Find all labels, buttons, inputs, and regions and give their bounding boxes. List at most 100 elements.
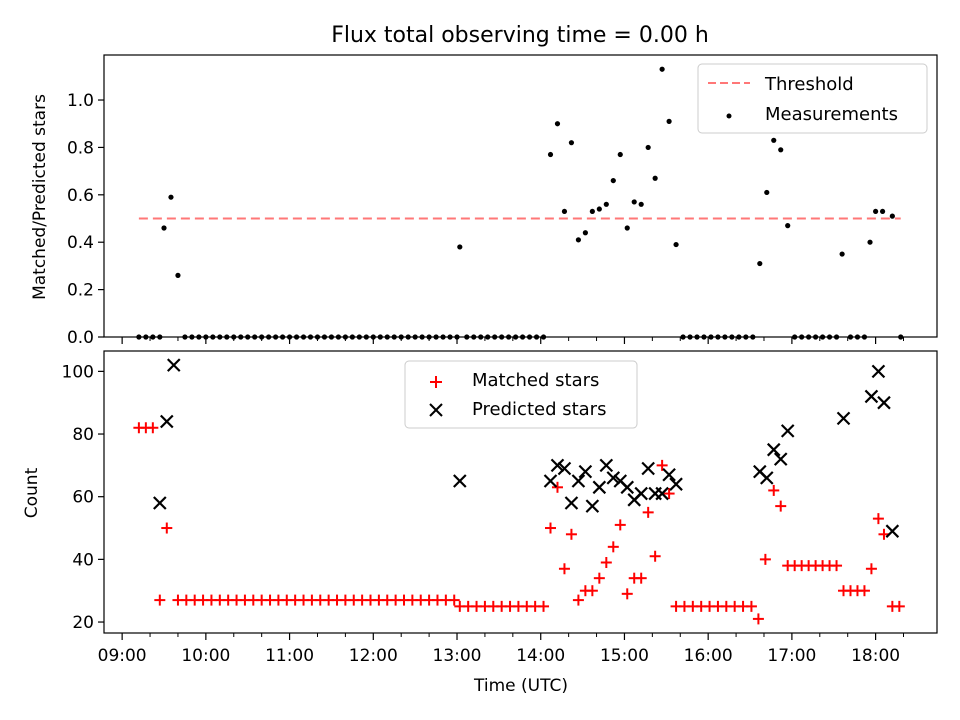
- predicted-star-point: [885, 524, 900, 538]
- matched-star-point: [614, 519, 626, 531]
- predicted-star-point: [662, 467, 676, 482]
- legend-matched-swatch: [430, 376, 442, 388]
- predicted-star-point: [166, 358, 181, 372]
- predicted-star-point: [836, 411, 851, 426]
- matched-star-point: [893, 600, 905, 612]
- matched-star-point: [775, 500, 787, 512]
- measurement-point: [168, 194, 174, 200]
- predicted-star-point: [871, 364, 886, 379]
- predicted-star-point: [153, 496, 167, 510]
- predicted-star-point: [564, 496, 579, 510]
- matched-star-point: [865, 563, 877, 575]
- top-legend: Threshold Measurements: [697, 63, 928, 134]
- matched-star-point: [572, 594, 584, 606]
- legend-measurements-label: Measurements: [765, 104, 898, 125]
- bottom-panel: 20 40 60 80 100 09:00 10:00 11:00 12:00 13:00 14:…: [22, 350, 938, 696]
- matched-star-point: [600, 557, 612, 568]
- predicted-star-point: [160, 414, 174, 429]
- matched-star-point: [745, 600, 757, 612]
- predicted-star-point: [578, 464, 593, 479]
- bottom-x-tick-label: 13:00: [433, 646, 482, 666]
- top-legend-box: [697, 63, 928, 134]
- measurement-point: [839, 251, 845, 257]
- bottom-x-tick-label: 15:00: [600, 646, 649, 666]
- bottom-y-tick-label: 100: [62, 362, 94, 382]
- matched-star-point: [586, 585, 598, 597]
- predicted-star-point: [877, 395, 891, 410]
- bottom-plot-area: [133, 358, 905, 625]
- matched-star-point: [147, 422, 159, 434]
- legend-predicted-swatch: [429, 403, 443, 417]
- matched-star-point: [448, 594, 460, 606]
- predicted-star-point: [571, 474, 586, 488]
- matched-star-point: [154, 594, 166, 606]
- bottom-y-tick-label: 60: [72, 488, 94, 508]
- matched-star-point: [649, 550, 661, 562]
- predicted-star-point: [669, 477, 683, 491]
- measurement-point: [547, 151, 554, 158]
- measurement-point: [575, 237, 582, 243]
- predicted-star-point: [759, 471, 774, 485]
- matched-star-point: [663, 488, 675, 500]
- bottom-legend: Matched stars Predicted stars: [404, 360, 638, 429]
- measurement-point: [771, 137, 777, 143]
- top-title: Flux total observing time = 0.00 h: [331, 23, 709, 48]
- top-y-axis: 0.0 0.2 0.4 0.6 0.8 1.0: [67, 91, 104, 348]
- top-y-tick-label: 0.4: [67, 233, 94, 253]
- matched-star-point: [558, 563, 570, 575]
- bottom-y-axis: 20 40 60 80 100: [62, 362, 104, 633]
- measurement-point: [610, 177, 616, 184]
- measurement-point: [631, 199, 637, 205]
- bottom-x-tick-label: 12:00: [349, 646, 398, 666]
- measurement-point: [785, 223, 791, 229]
- measurement-point: [624, 225, 630, 231]
- predicted-star-point: [766, 442, 781, 457]
- bottom-x-axis: 09:00 10:00 11:00 12:00 13:00 14:00 15:00 16:00…: [98, 633, 905, 666]
- predicted-star-point: [557, 461, 572, 476]
- bottom-y-tick-label: 80: [72, 425, 94, 445]
- bottom-x-tick-label: 10:00: [181, 646, 230, 666]
- predicted-star-point: [864, 389, 879, 404]
- bottom-x-axis-label: Time (UTC): [473, 676, 568, 696]
- matched-star-point: [872, 513, 884, 525]
- bottom-axes-frame: [103, 350, 938, 634]
- top-panel: Flux total observing time = 0.00 h 0.0 0.…: [30, 23, 938, 348]
- measurement-point: [673, 241, 679, 248]
- predicted-star-point: [606, 471, 621, 485]
- predicted-star-point: [599, 458, 614, 473]
- matched-star-point: [656, 459, 668, 471]
- bottom-x-tick-label: 17:00: [767, 646, 816, 666]
- matched-star-point: [878, 528, 890, 540]
- predicted-star-point: [585, 499, 600, 513]
- predicted-star-point: [620, 480, 635, 495]
- matched-star-point: [858, 585, 870, 597]
- measurement-point: [638, 201, 644, 207]
- top-y-tick-label: 0.6: [67, 186, 94, 206]
- matched-star-point: [752, 613, 764, 625]
- measurement-point: [596, 206, 602, 212]
- measurement-point: [889, 213, 895, 219]
- measurement-point: [867, 239, 873, 245]
- measurement-point: [645, 144, 651, 151]
- predicted-star-point: [543, 474, 558, 488]
- matched-star-point: [759, 553, 771, 565]
- predicted-star-point: [453, 474, 467, 488]
- top-y-tick-label: 1.0: [67, 91, 94, 111]
- top-x-axis: [121, 337, 905, 344]
- bottom-x-tick-label: 16:00: [684, 646, 733, 666]
- bottom-x-tick-label: 18:00: [851, 646, 900, 666]
- measurement-point: [175, 272, 181, 278]
- measurement-point: [659, 66, 665, 72]
- bottom-x-tick-label: 09:00: [98, 646, 147, 666]
- predicted-star-point: [592, 480, 607, 495]
- matched-star-point: [607, 541, 619, 553]
- measurement-point: [582, 230, 588, 236]
- matched-star-point: [551, 481, 563, 493]
- measurement-point: [879, 208, 886, 215]
- bottom-y-axis-label: Count: [22, 467, 42, 518]
- measurement-point: [589, 208, 595, 215]
- matched-star-point: [831, 560, 843, 572]
- top-y-tick-label: 0.0: [67, 328, 94, 348]
- matched-star-point: [635, 572, 647, 584]
